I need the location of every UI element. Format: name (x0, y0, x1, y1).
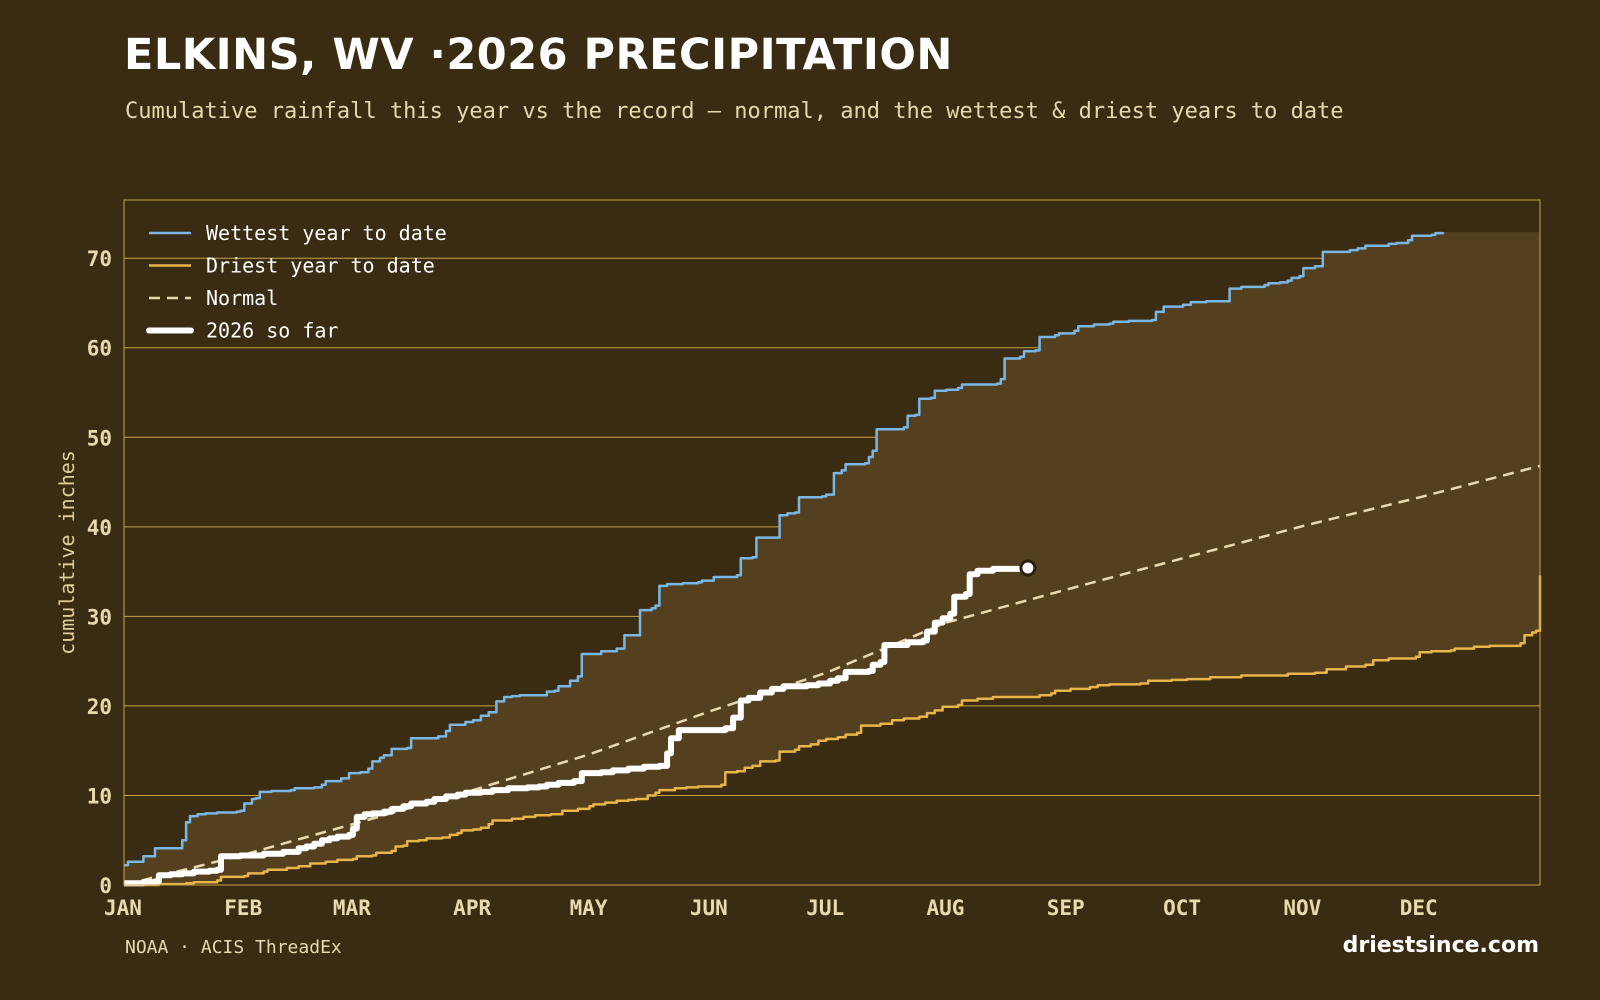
y-tick-label: 60 (87, 337, 112, 361)
legend-label: Wettest year to date (206, 221, 447, 245)
legend-item: Wettest year to date (149, 221, 447, 245)
legend-label: Driest year to date (206, 254, 435, 278)
series-lines (123, 231, 1542, 887)
legend-label: Normal (206, 286, 278, 310)
x-tick-label: JUN (690, 896, 728, 920)
x-tick-label: OCT (1163, 896, 1201, 920)
legend-item: Normal (149, 286, 278, 310)
x-tick-label: FEB (224, 896, 262, 920)
x-tick-label: JAN (104, 896, 142, 920)
y-axis-label: cumulative inches (55, 450, 79, 655)
page-title: ELKINS, WV ·2026 PRECIPITATION (124, 30, 953, 80)
x-tick-label: JUL (806, 896, 844, 920)
brand-link[interactable]: driestsince.com (1342, 933, 1539, 958)
y-tick-label: 30 (87, 605, 112, 629)
data-source: NOAA · ACIS ThreadEx (125, 937, 342, 958)
x-tick-label: DEC (1400, 896, 1438, 920)
y-tick-label: 40 (87, 516, 112, 540)
driest-year-line (124, 575, 1542, 887)
legend-label: 2026 so far (206, 319, 338, 343)
current-value-marker (1019, 559, 1037, 577)
legend-item: 2026 so far (146, 319, 338, 343)
x-tick-label: MAY (570, 896, 608, 920)
x-tick-label: APR (453, 896, 491, 920)
x-tick-label: NOV (1283, 896, 1321, 920)
normal-line (123, 464, 1541, 887)
x-tick-label: SEP (1047, 896, 1085, 920)
legend-item: Driest year to date (149, 254, 435, 278)
plot-frame (123, 199, 1541, 886)
page-subtitle: Cumulative rainfall this year vs the rec… (125, 99, 1344, 124)
legend: Wettest year to date Driest year to date N… (146, 221, 447, 343)
y-tick-label: 70 (87, 247, 112, 271)
y-tick-label: 10 (87, 784, 112, 808)
y-tick-label: 0 (99, 874, 112, 898)
x-tick-label: MAR (333, 896, 371, 920)
record-range-band (124, 232, 1540, 885)
wettest-year-line (124, 231, 1445, 867)
y-tick-label: 50 (87, 426, 112, 450)
current-year-line (124, 565, 1031, 887)
y-tick-label: 20 (87, 695, 112, 719)
x-axis-ticks: JAN FEB MAR APR MAY JUN JUL AUG SEP OCT NOV DEC (104, 896, 1438, 920)
x-tick-label: AUG (926, 896, 964, 920)
y-axis-ticks: 0 10 20 30 40 50 60 70 (87, 247, 112, 898)
